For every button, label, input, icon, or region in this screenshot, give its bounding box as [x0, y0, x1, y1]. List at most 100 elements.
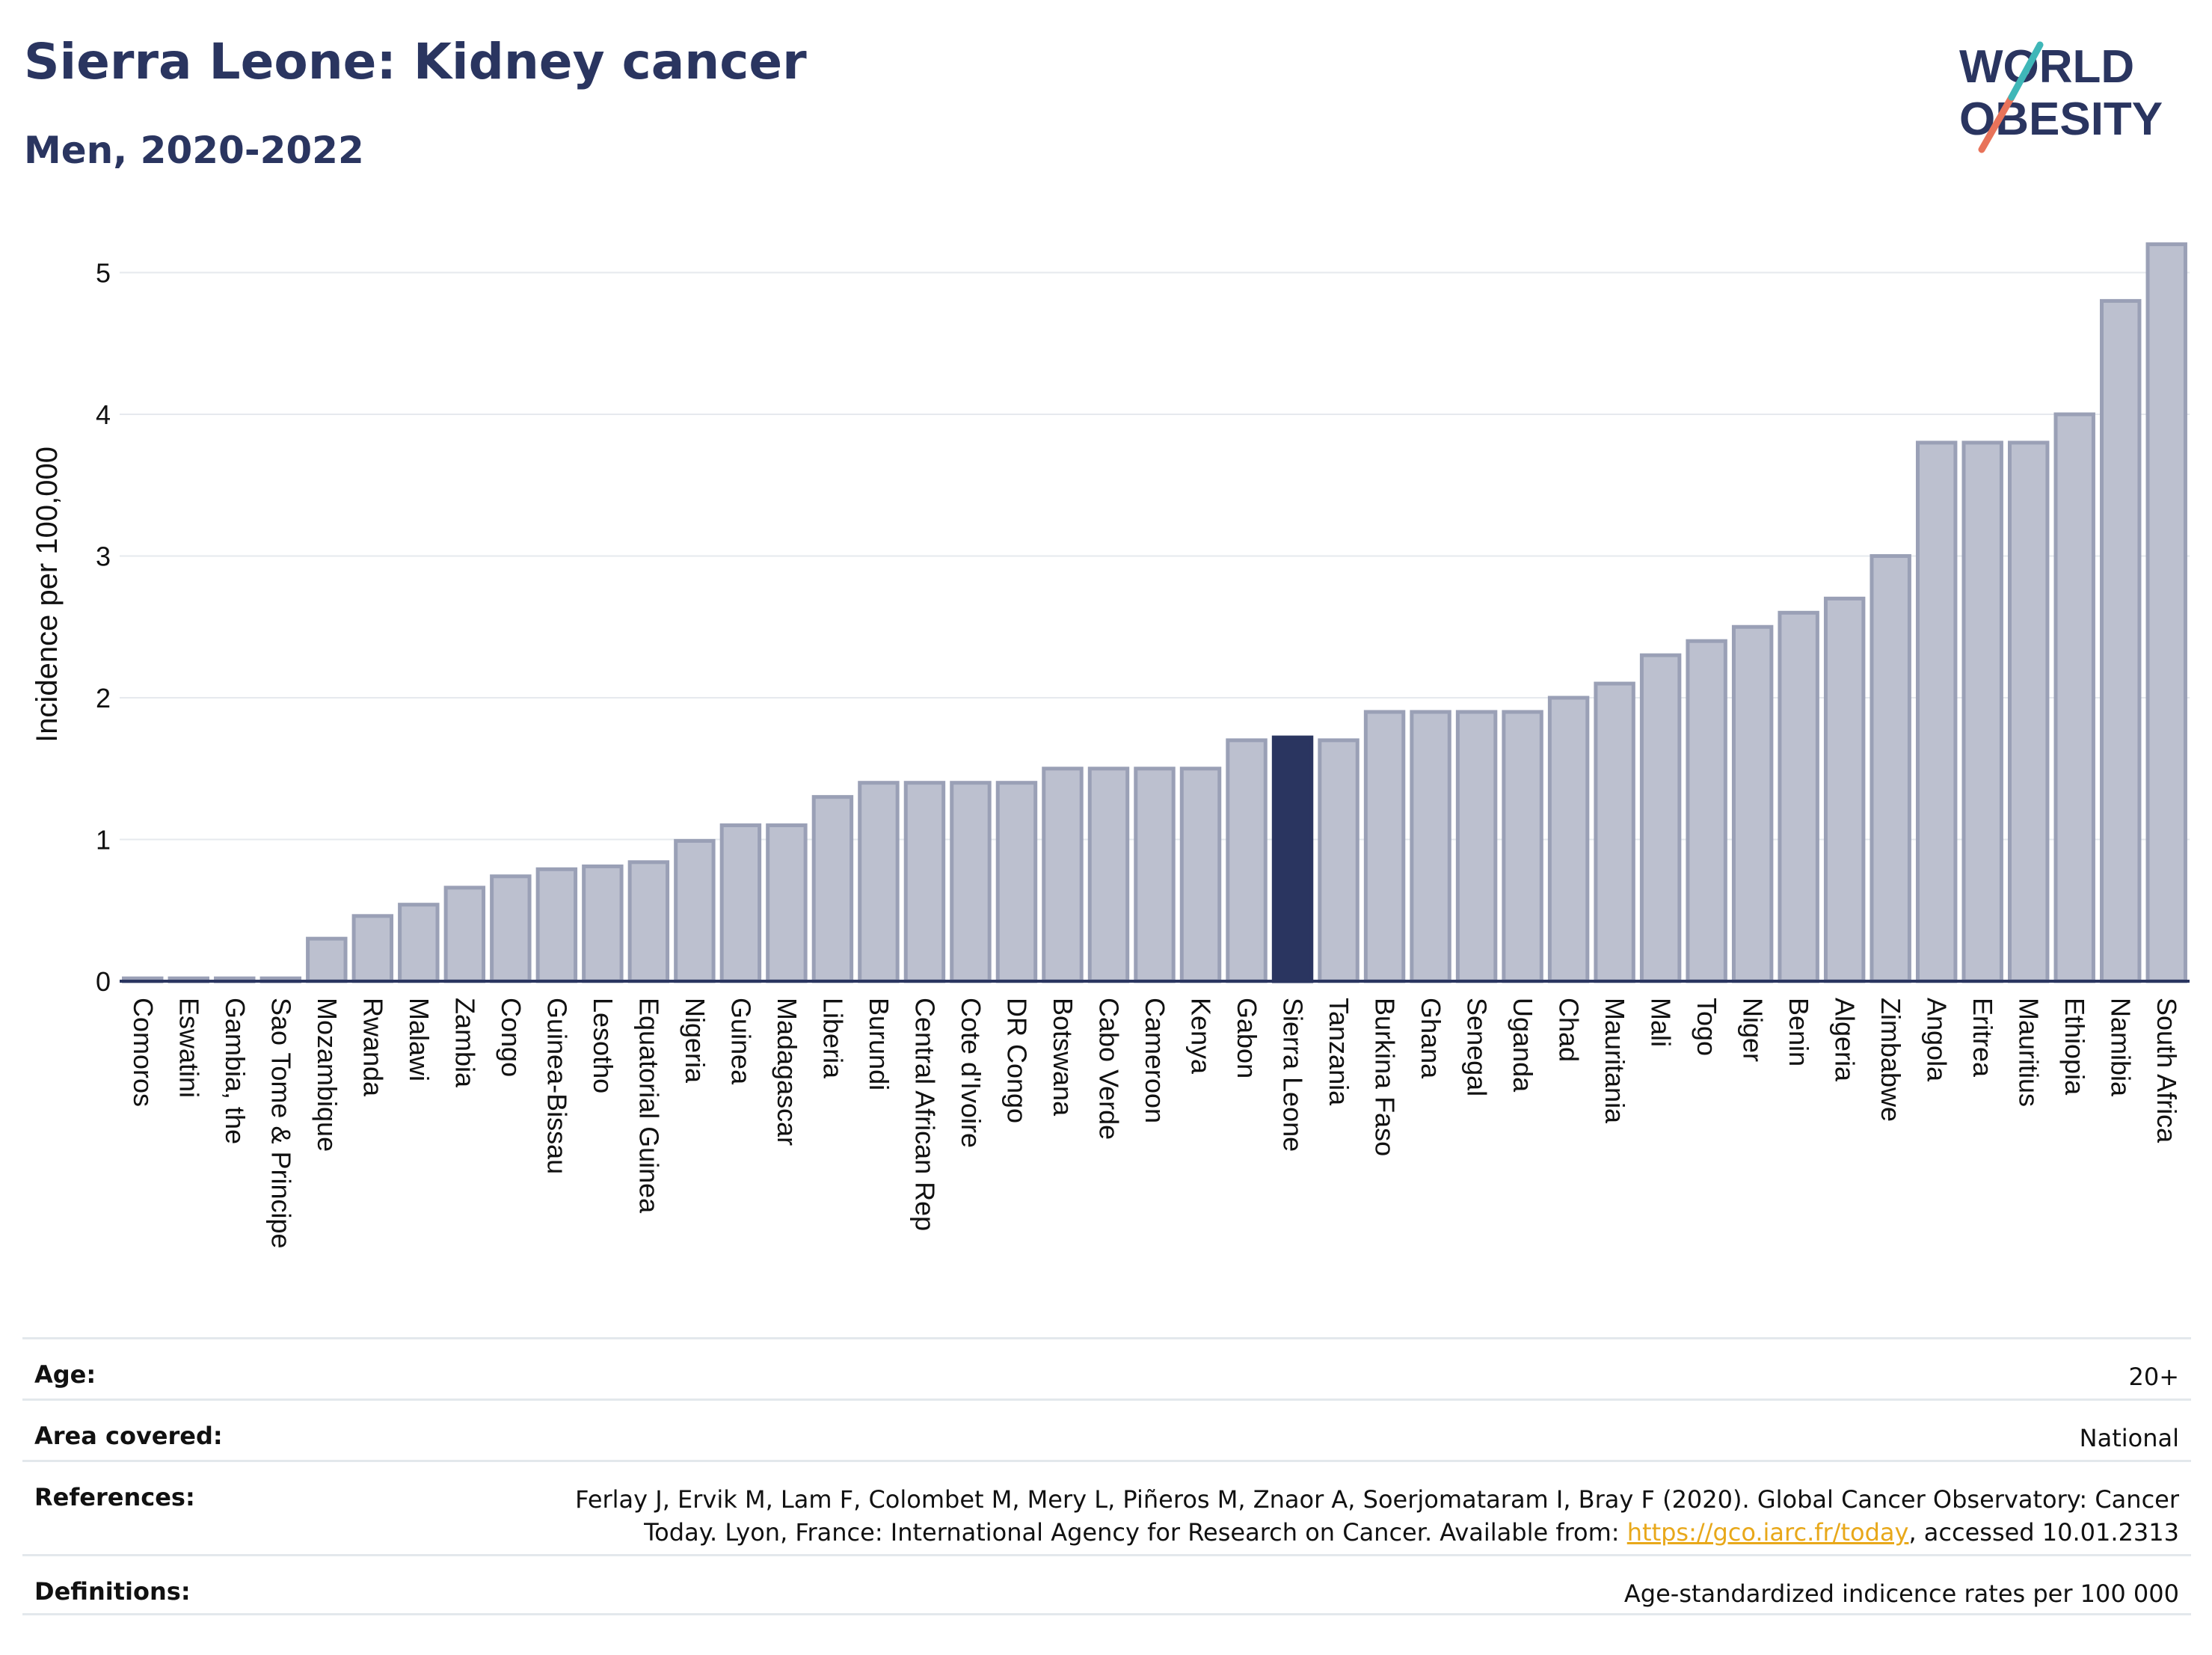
bar-congo [490, 874, 532, 983]
bar-mauritius [2007, 440, 2050, 983]
x-tick-label: Mali [1646, 998, 1677, 1047]
bar-madagascar [766, 823, 808, 983]
bar-south-africa [2145, 242, 2187, 983]
references-label: References: [34, 1483, 195, 1511]
x-tick-label: Cabo Verde [1093, 998, 1124, 1140]
logo-line-1: WORLD [1959, 41, 2134, 93]
area-value: National [2079, 1424, 2179, 1452]
x-tick-label: Guinea [725, 998, 756, 1085]
x-tick-label: Congo [496, 998, 526, 1077]
bar-cote-d-ivoire [950, 781, 992, 983]
y-tick-label: 5 [96, 258, 111, 289]
x-tick-label: Zambia [449, 998, 480, 1088]
x-axis-labels: Comoros Eswatini Gambia, the Sao Tome & Pri… [128, 998, 2182, 1249]
x-tick-label: Burkina Faso [1370, 998, 1401, 1156]
x-tick-label: Sierra Leone [1278, 998, 1309, 1152]
world-obesity-logo: WORLD OBESITY [1959, 41, 2163, 153]
x-tick-label: Lesotho [588, 998, 618, 1093]
x-tick-label: Malawi [404, 998, 434, 1081]
bar-mali [1639, 653, 1682, 983]
y-axis-ticks: 0 1 2 3 4 5 [96, 258, 111, 998]
x-tick-label: Sao Tome & Principe [265, 998, 296, 1249]
x-tick-label: Cameroon [1140, 998, 1170, 1123]
bar-guinea [719, 823, 762, 983]
x-tick-label: Mauritius [2014, 998, 2044, 1107]
age-label: Age: [34, 1360, 96, 1389]
x-tick-label: Equatorial Guinea [633, 998, 664, 1214]
x-tick-label: Togo [1692, 998, 1722, 1056]
x-tick-label: Eritrea [1967, 998, 1998, 1078]
logo-slash-coral [1978, 93, 2015, 153]
x-tick-label: Benin [1784, 998, 1814, 1066]
x-tick-label: Comoros [128, 998, 159, 1107]
bar-guinea-bissau [535, 867, 578, 983]
x-tick-label: Namibia [2106, 998, 2136, 1097]
y-axis-label: Incidence per 100,000 [31, 446, 64, 743]
bar-central-african-rep [903, 781, 946, 983]
x-tick-label: Uganda [1508, 998, 1538, 1093]
x-tick-label: Cote d'Ivoire [956, 998, 986, 1148]
x-tick-label: DR Congo [1001, 998, 1032, 1123]
definitions-label: Definitions: [34, 1577, 191, 1606]
y-tick-label: 3 [96, 541, 111, 572]
bar-nigeria [674, 838, 716, 983]
x-tick-label: Kenya [1186, 998, 1217, 1075]
references-line-2-post: , accessed 10.01.2313 [1908, 1518, 2179, 1547]
bar-malawi [398, 903, 440, 983]
x-tick-label: Ethiopia [2059, 998, 2090, 1096]
info-row-definitions: Definitions: Age-standardized indicence … [22, 1554, 2191, 1615]
bar-burundi [858, 781, 900, 983]
bar-niger [1731, 624, 1774, 983]
bar-burkina-faso [1363, 710, 1406, 983]
info-row-area: Area covered: National [22, 1398, 2191, 1460]
references-line-1: Ferlay J, Ervik M, Lam F, Colombet M, Me… [575, 1485, 2179, 1514]
bar-gabon [1226, 738, 1268, 983]
bar-chart: 0 1 2 3 4 5 Comoros Eswatini Gambia, the Sao Tom… [31, 242, 2190, 1249]
bar-mauritania [1594, 681, 1635, 983]
bars [122, 242, 2187, 983]
x-tick-label: Angola [1922, 998, 1953, 1082]
bar-ghana [1410, 710, 1451, 983]
x-tick-label: Niger [1738, 998, 1769, 1062]
x-tick-label: Zimbabwe [1875, 998, 1906, 1122]
bar-cameroon [1134, 767, 1176, 983]
age-value: 20+ [2128, 1363, 2179, 1391]
logo-line-2: OBESITY [1959, 93, 2163, 145]
references-line-2: Today. Lyon, France: International Agenc… [575, 1516, 2179, 1549]
chart-title: Sierra Leone: Kidney cancer [24, 33, 807, 90]
bar-dr-congo [995, 781, 1038, 983]
bar-botswana [1042, 767, 1084, 983]
bar-zambia [443, 885, 486, 983]
y-tick-label: 4 [96, 399, 111, 430]
bar-senegal [1455, 710, 1498, 983]
x-tick-label: Mauritania [1600, 998, 1630, 1124]
logo-slash-teal [2008, 41, 2044, 101]
bar-ethiopia [2053, 412, 2095, 983]
references-link[interactable]: https://gco.iarc.fr/today [1626, 1518, 1909, 1547]
bar-zimbabwe [1870, 554, 1911, 983]
x-tick-label: Guinea-Bissau [541, 998, 572, 1174]
x-tick-label: Chad [1554, 998, 1585, 1062]
bar-togo [1686, 639, 1727, 983]
x-tick-label: Gambia, the [220, 998, 251, 1144]
bar-benin [1778, 610, 1819, 983]
bar-algeria [1823, 596, 1866, 983]
definitions-value: Age-standardized indicence rates per 100… [1623, 1579, 2179, 1608]
references-value: Ferlay J, Ervik M, Lam F, Colombet M, Me… [575, 1483, 2179, 1549]
bar-chad [1547, 696, 1590, 983]
bar-angola [1915, 440, 1958, 983]
bar-cabo-verde [1087, 767, 1130, 983]
bar-tanzania [1318, 738, 1360, 983]
x-tick-label: South Africa [2151, 998, 2182, 1143]
x-tick-label: Eswatini [173, 998, 204, 1098]
y-tick-label: 1 [96, 825, 111, 856]
bar-uganda [1502, 710, 1543, 983]
x-tick-label: Gabon [1232, 998, 1262, 1078]
x-tick-label: Senegal [1462, 998, 1493, 1096]
x-tick-label: Liberia [817, 998, 848, 1079]
bar-kenya [1179, 767, 1222, 983]
x-tick-label: Nigeria [680, 998, 710, 1084]
area-label: Area covered: [34, 1422, 223, 1450]
x-tick-label: Central African Rep [909, 998, 940, 1231]
x-tick-label: Tanzania [1324, 998, 1354, 1106]
